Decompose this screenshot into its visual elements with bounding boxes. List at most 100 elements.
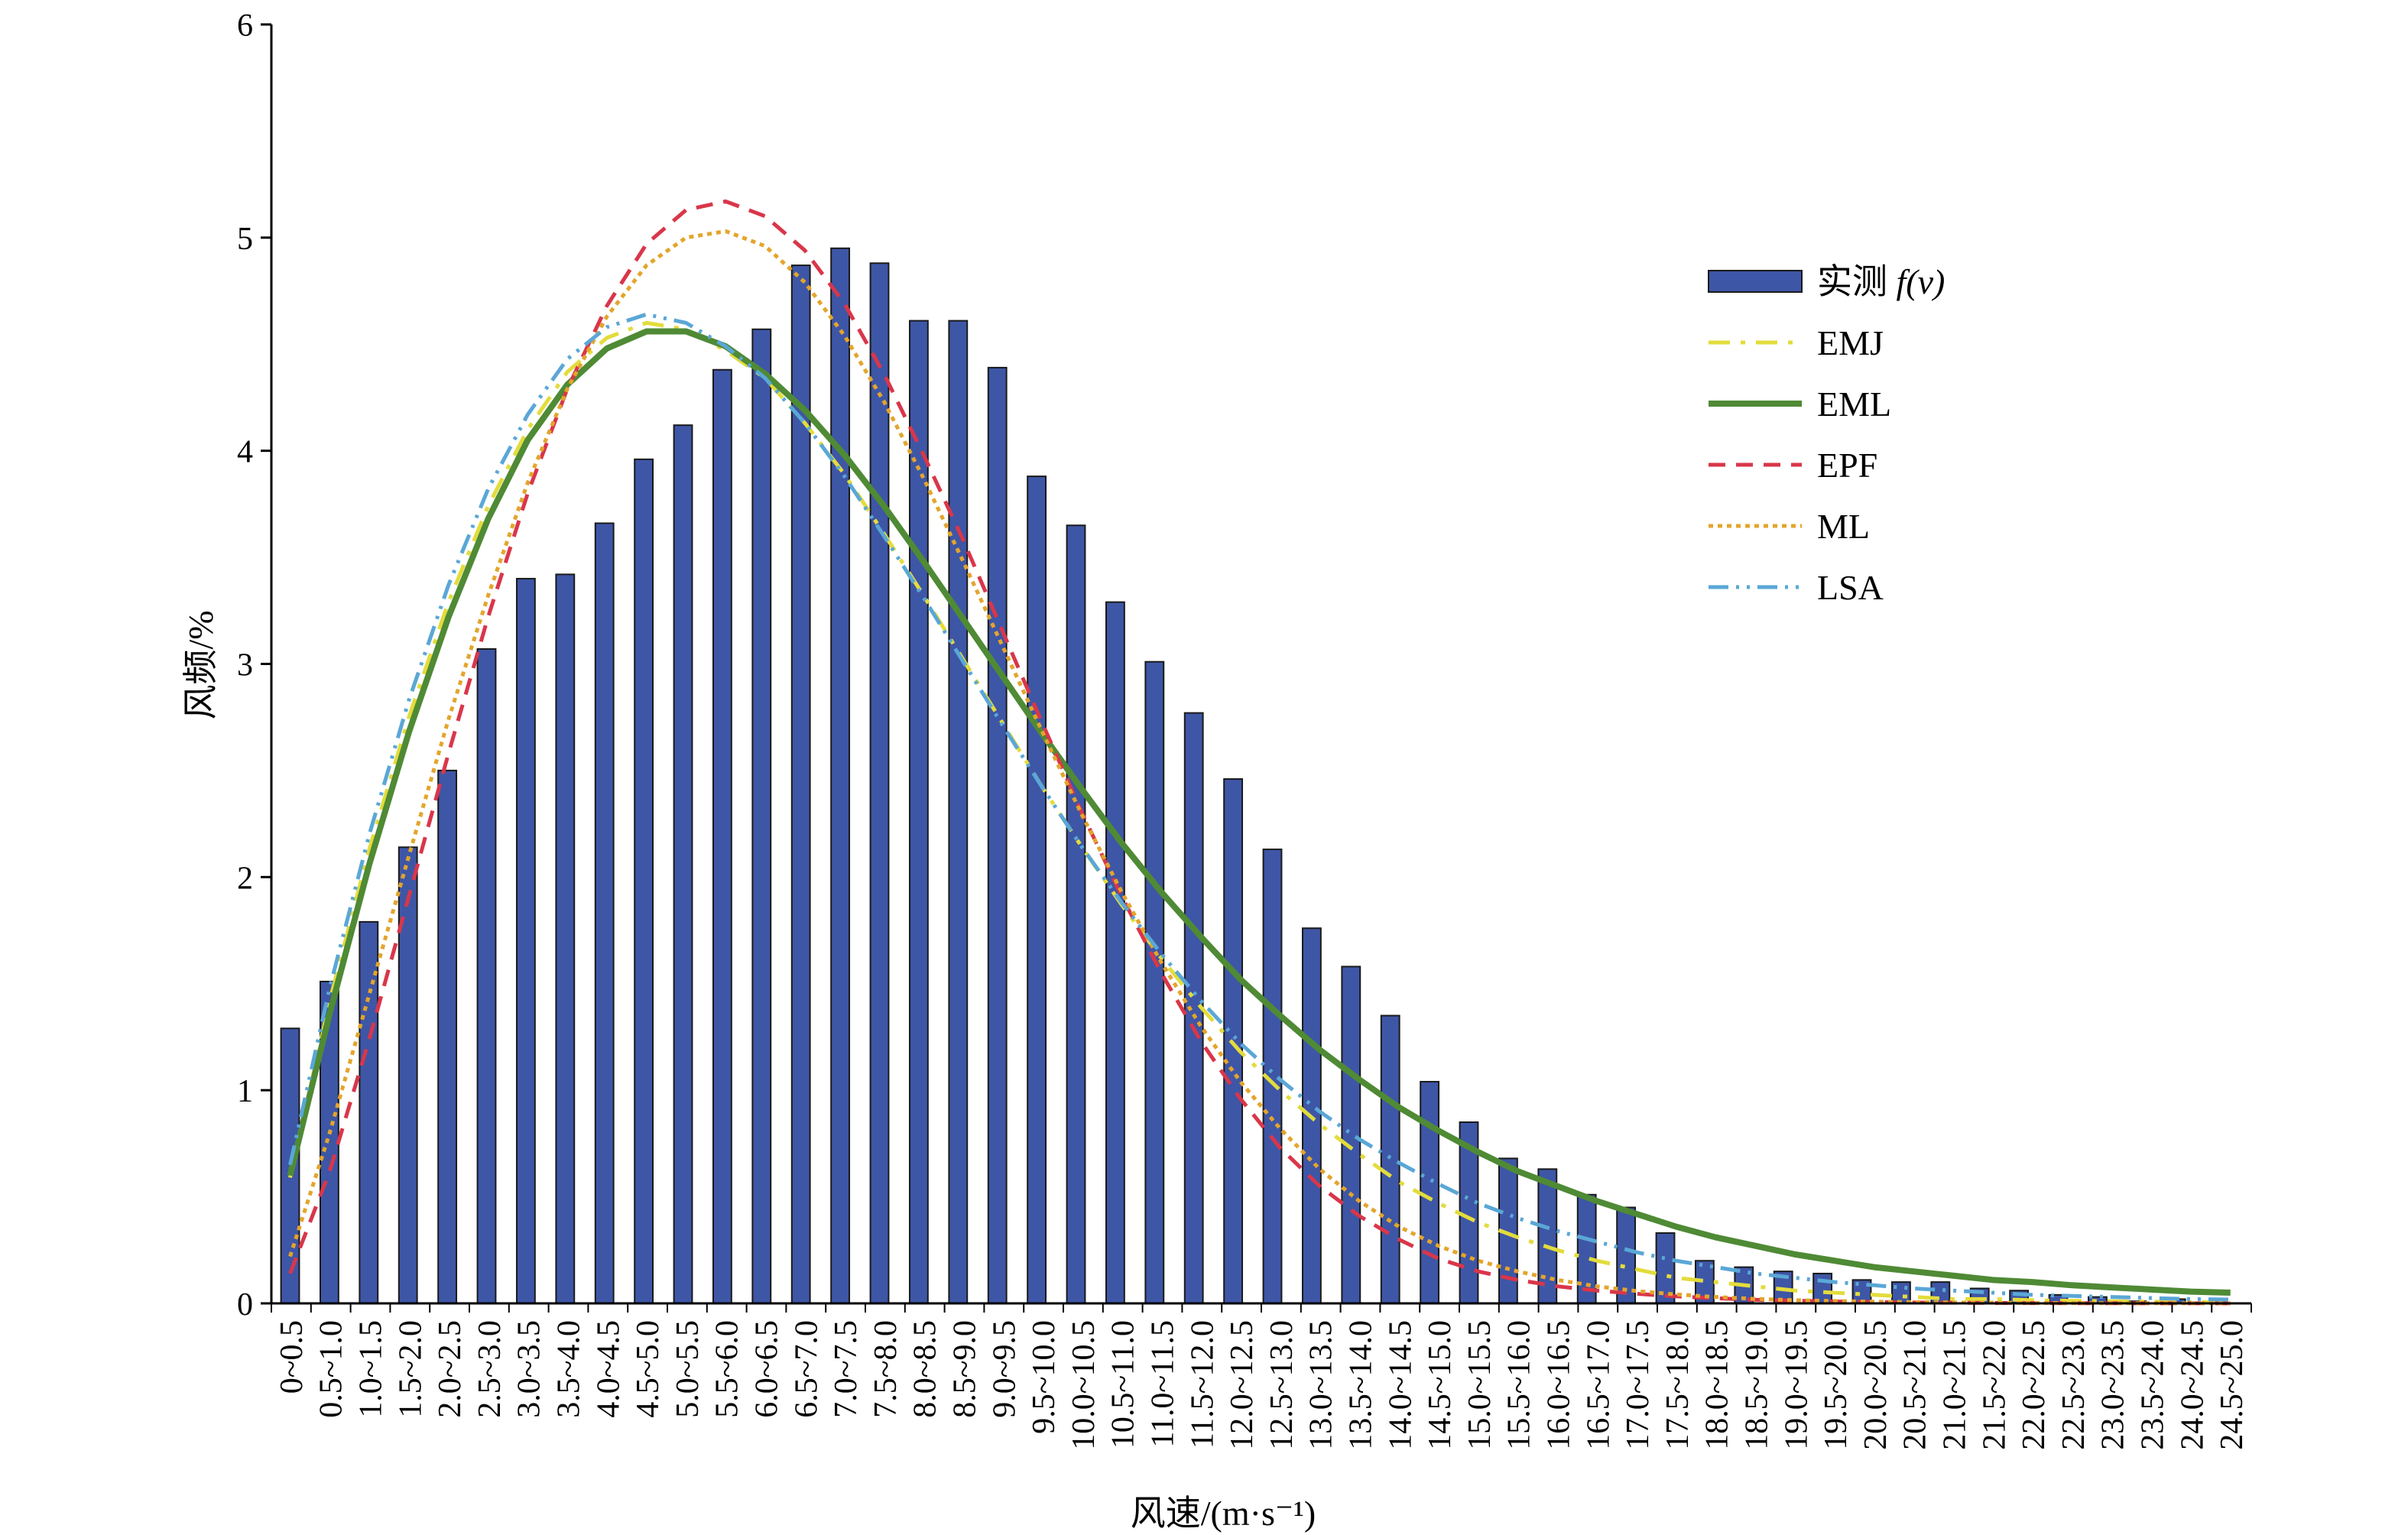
- x-tick-label-14.0~14.5: 14.0~14.5: [1383, 1320, 1418, 1450]
- x-tick-label-3.0~3.5: 3.0~3.5: [512, 1320, 547, 1418]
- x-ticks: 0~0.5 0.5~1.0 1.0~1.5 1.5~2.0 2.0~2.5 2.5~3.0…: [271, 1303, 2252, 1450]
- x-tick-label-15.0~15.5: 15.0~15.5: [1462, 1320, 1498, 1450]
- x-tick-label-20.0~20.5: 20.0~20.5: [1858, 1320, 1894, 1450]
- x-tick-label-13.5~14.0: 13.5~14.0: [1344, 1320, 1379, 1450]
- curves-layer: [287, 199, 2231, 1306]
- legend-label-bars: 实测 f(v): [1817, 262, 1945, 301]
- bar-14.5~15.0: [1420, 1081, 1440, 1304]
- curve-lsa: [288, 312, 2231, 1302]
- x-tick-label-7.5~8.0: 7.5~8.0: [868, 1320, 904, 1418]
- x-tick-label-7.0~7.5: 7.0~7.5: [829, 1320, 864, 1418]
- legend-label-epf: EPF: [1817, 446, 1877, 485]
- bar-3.0~3.5: [515, 577, 536, 1304]
- x-tick-label-18.0~18.5: 18.0~18.5: [1700, 1320, 1735, 1450]
- x-axis-title: 风速/(m·s⁻¹): [1131, 1494, 1316, 1533]
- x-tick-label-5.0~5.5: 5.0~5.5: [670, 1320, 706, 1418]
- x-tick-label-4.0~4.5: 4.0~4.5: [591, 1320, 626, 1418]
- curve-epf: [288, 199, 2231, 1306]
- x-tick-label-12.5~13.0: 12.5~13.0: [1264, 1320, 1300, 1450]
- bar-4.5~5.0: [634, 458, 654, 1305]
- x-tick-label-12.0~12.5: 12.0~12.5: [1225, 1320, 1260, 1450]
- legend: 实测 f(v) EMJ EML EPF ML LSA: [1708, 262, 1945, 607]
- x-tick-label-1.0~1.5: 1.0~1.5: [354, 1320, 389, 1418]
- x-tick-label-9.5~10.0: 9.5~10.0: [1027, 1320, 1062, 1434]
- y-tick-label-5: 5: [237, 222, 253, 257]
- x-tick-label-2.5~3.0: 2.5~3.0: [472, 1320, 508, 1418]
- bar-13.5~14.0: [1341, 965, 1361, 1304]
- bar-5.5~6.0: [712, 368, 732, 1305]
- x-tick-label-22.0~22.5: 22.0~22.5: [2017, 1320, 2052, 1450]
- legend-label-lsa: LSA: [1817, 568, 1884, 607]
- x-tick-label-0.5~1.0: 0.5~1.0: [314, 1320, 349, 1418]
- bar-6.0~6.5: [751, 328, 772, 1305]
- bar-14.0~14.5: [1380, 1014, 1400, 1304]
- x-tick-label-16.5~17.0: 16.5~17.0: [1581, 1320, 1616, 1450]
- y-tick-label-0: 0: [237, 1287, 253, 1322]
- x-tick-label-19.5~20.0: 19.5~20.0: [1819, 1320, 1854, 1450]
- x-tick-label-14.5~15.0: 14.5~15.0: [1423, 1320, 1458, 1450]
- x-tick-label-24.0~24.5: 24.0~24.5: [2175, 1320, 2210, 1450]
- x-tick-label-6.0~6.5: 6.0~6.5: [750, 1320, 785, 1418]
- legend-swatch-bars: [1708, 270, 1803, 293]
- curve-emj: [288, 320, 2231, 1305]
- x-tick-label-6.5~7.0: 6.5~7.0: [789, 1320, 824, 1418]
- y-tick-label-4: 4: [237, 435, 253, 470]
- bar-1.5~2.0: [398, 846, 418, 1305]
- y-ticks: 0 1 2 3 4 5 6: [237, 8, 271, 1322]
- bar-1.0~1.5: [359, 920, 379, 1304]
- legend-label-eml: EML: [1817, 385, 1891, 424]
- y-tick-label-3: 3: [237, 648, 253, 683]
- x-tick-label-23.5~24.0: 23.5~24.0: [2136, 1320, 2171, 1450]
- x-tick-label-4.5~5.0: 4.5~5.0: [631, 1320, 666, 1418]
- x-tick-label-3.5~4.0: 3.5~4.0: [552, 1320, 587, 1418]
- x-tick-label-22.5~23.0: 22.5~23.0: [2056, 1320, 2092, 1450]
- legend-label-emj: EMJ: [1817, 323, 1884, 362]
- x-tick-label-15.5~16.0: 15.5~16.0: [1502, 1320, 1537, 1450]
- x-tick-label-9.0~9.5: 9.0~9.5: [987, 1320, 1022, 1418]
- x-tick-label-21.0~21.5: 21.0~21.5: [1938, 1320, 1973, 1450]
- y-axis-title: 风频/%: [181, 610, 220, 719]
- bar-11.0~11.5: [1144, 660, 1165, 1304]
- x-tick-label-0~0.5: 0~0.5: [274, 1320, 310, 1394]
- bar-16.5~17.0: [1576, 1193, 1597, 1305]
- bars-layer: [280, 247, 2226, 1305]
- x-tick-label-16.0~16.5: 16.0~16.5: [1542, 1320, 1577, 1450]
- x-tick-label-1.5~2.0: 1.5~2.0: [393, 1320, 428, 1418]
- curve-eml: [287, 328, 2231, 1296]
- bar-10.0~10.5: [1066, 524, 1086, 1304]
- bar-2.5~3.0: [476, 647, 497, 1304]
- x-tick-label-21.5~22.0: 21.5~22.0: [1977, 1320, 2012, 1450]
- x-tick-label-20.5~21.0: 20.5~21.0: [1898, 1320, 1933, 1450]
- bar-9.5~10.0: [1027, 475, 1047, 1304]
- x-tick-label-19.0~19.5: 19.0~19.5: [1779, 1320, 1814, 1450]
- x-tick-label-10.0~10.5: 10.0~10.5: [1066, 1320, 1102, 1450]
- bar-5.0~5.5: [673, 424, 693, 1305]
- bar-3.5~4.0: [555, 573, 576, 1304]
- x-tick-label-8.5~9.0: 8.5~9.0: [948, 1320, 983, 1418]
- y-tick-label-2: 2: [237, 861, 253, 896]
- x-tick-label-23.0~23.5: 23.0~23.5: [2096, 1320, 2131, 1450]
- y-tick-label-6: 6: [237, 8, 253, 44]
- x-tick-label-17.0~17.5: 17.0~17.5: [1621, 1320, 1656, 1450]
- x-tick-label-17.5~18.0: 17.5~18.0: [1660, 1320, 1696, 1450]
- x-tick-label-11.0~11.5: 11.0~11.5: [1146, 1320, 1181, 1448]
- x-tick-label-18.5~19.0: 18.5~19.0: [1740, 1320, 1775, 1450]
- curve-ml: [288, 229, 2231, 1306]
- bar-9.0~9.5: [987, 366, 1008, 1304]
- x-tick-label-13.0~13.5: 13.0~13.5: [1304, 1320, 1339, 1450]
- x-tick-label-8.0~8.5: 8.0~8.5: [908, 1320, 943, 1418]
- y-tick-label-1: 1: [237, 1074, 253, 1109]
- bar-7.5~8.0: [869, 262, 890, 1304]
- bar-10.5~11.0: [1105, 601, 1125, 1304]
- x-tick-label-11.5~12.0: 11.5~12.0: [1185, 1320, 1220, 1449]
- bar-2.0~2.5: [437, 769, 458, 1304]
- x-tick-label-10.5~11.0: 10.5~11.0: [1106, 1320, 1141, 1449]
- bar-7.0~7.5: [830, 247, 851, 1304]
- legend-label-ml: ML: [1817, 507, 1870, 546]
- bar-4.0~4.5: [594, 522, 615, 1304]
- bar-21.0~21.5: [1930, 1281, 1951, 1304]
- x-tick-label-2.0~2.5: 2.0~2.5: [433, 1320, 468, 1418]
- x-tick-label-5.5~6.0: 5.5~6.0: [710, 1320, 745, 1418]
- x-tick-label-24.5~25.0: 24.5~25.0: [2215, 1320, 2250, 1450]
